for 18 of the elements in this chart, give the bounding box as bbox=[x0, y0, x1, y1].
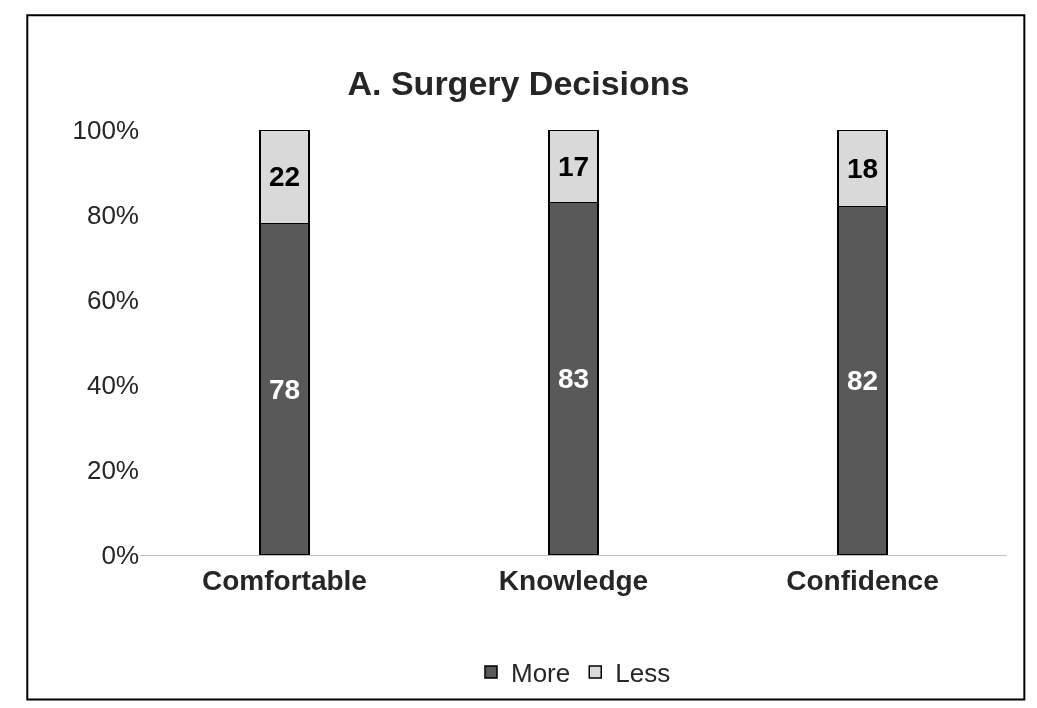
data-label: 78 bbox=[268, 373, 301, 405]
x-tick-label: Knowledge bbox=[498, 564, 649, 596]
x-tick-label: Confidence bbox=[786, 564, 939, 596]
y-tick-label: 80% bbox=[86, 200, 139, 231]
legend-label: More bbox=[511, 658, 571, 689]
legend-label: Less bbox=[615, 658, 671, 689]
y-tick-label: 40% bbox=[86, 370, 139, 401]
data-label: 22 bbox=[268, 161, 301, 193]
y-tick-label: 100% bbox=[72, 115, 139, 146]
data-label: 18 bbox=[846, 152, 879, 184]
chart-title: A. Surgery Decisions bbox=[347, 63, 690, 102]
y-tick-label: 0% bbox=[101, 540, 139, 571]
x-tick-label: Comfortable bbox=[202, 564, 367, 596]
y-tick-label: 60% bbox=[86, 285, 139, 316]
data-label: 82 bbox=[846, 365, 879, 397]
data-label: 83 bbox=[557, 363, 590, 395]
y-tick-label: 20% bbox=[86, 455, 139, 486]
data-label: 17 bbox=[557, 150, 590, 182]
